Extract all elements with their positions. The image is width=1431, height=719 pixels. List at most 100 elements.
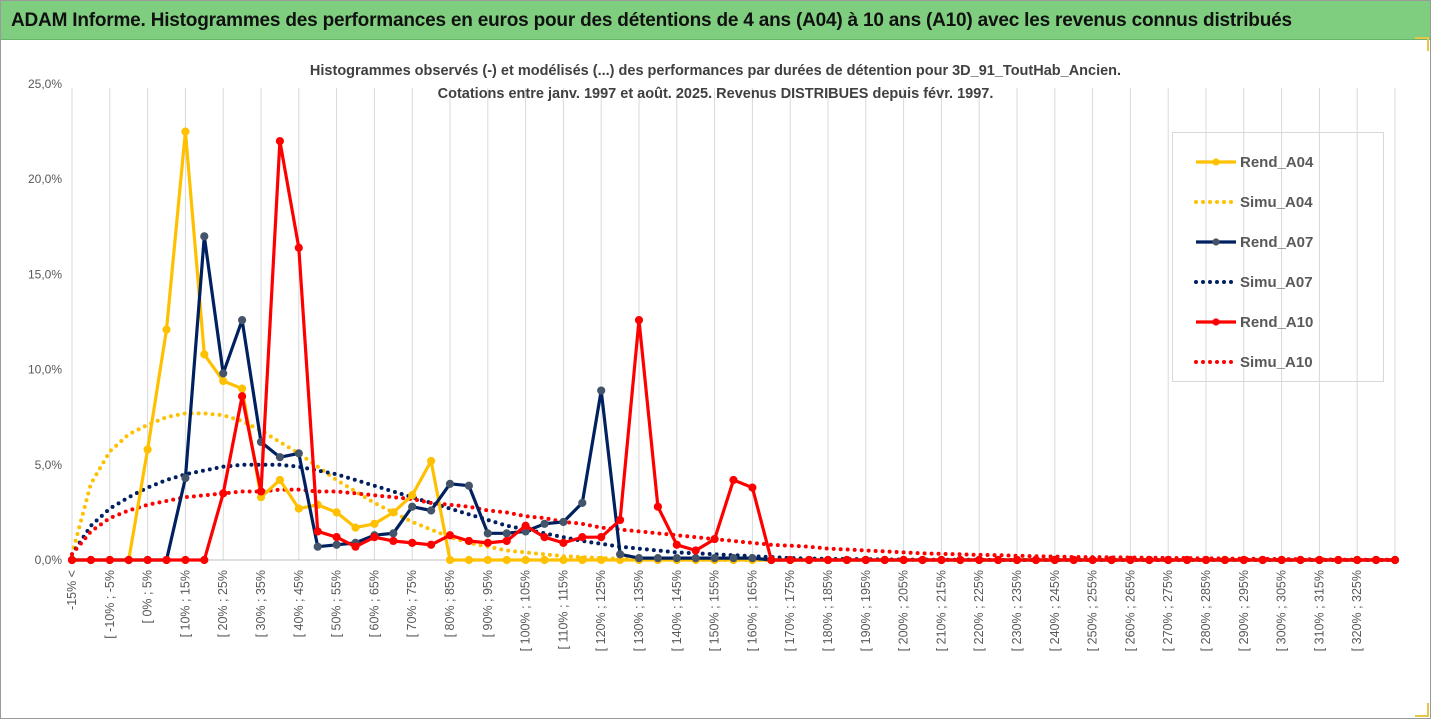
x-tick-label: [ 170% ; 175% [783,570,797,651]
data-point [502,536,511,546]
x-tick-label: -15% < [65,570,79,610]
data-point [710,553,719,563]
data-point [502,529,511,538]
data-point [691,546,700,555]
data-point [937,555,946,565]
data-point [219,369,228,378]
x-tick-label: [ 60% ; 65% [367,570,381,637]
x-tick-label: [ 200% ; 205% [897,570,911,651]
x-tick-label: [ 40% ; 45% [292,570,306,637]
frame-corner-mark [1415,703,1429,717]
x-tick-label: [ 310% ; 315% [1312,570,1326,651]
data-point [578,533,587,542]
data-point [634,315,644,325]
data-point [483,529,492,538]
x-tick-label: [ 100% ; 105% [519,570,533,651]
data-point [540,519,549,528]
data-point [294,449,303,458]
data-point [1183,555,1192,565]
legend-label: Simu_A07 [1240,274,1313,291]
data-point [427,506,436,515]
x-tick-label: [ 230% ; 235% [1010,570,1024,651]
data-point [918,555,927,565]
data-point [767,555,776,565]
x-tick-label: [ 270% ; 275% [1161,570,1175,651]
data-point [691,553,700,563]
data-point [653,502,663,511]
data-point [445,555,455,565]
report-title: ADAM Informe. Histogrammes des performan… [11,10,1292,31]
data-point [1012,555,1022,565]
legend-entries: Rend_A04 Simu_A04 Rend_A07 Simu_A07 Rend_A10… [1194,154,1314,371]
data-point [1315,555,1324,565]
series-Simu_A07 [70,462,1397,562]
x-tick-label: [ 120% ; 125% [594,570,608,651]
data-point [729,553,738,563]
data-point [351,523,360,532]
data-point [899,555,908,565]
data-point [1296,555,1305,565]
data-point [67,555,77,565]
data-point [219,376,228,386]
data-point [1164,555,1173,565]
data-point [956,555,965,565]
data-point [256,487,266,496]
series-line [72,234,1395,562]
data-point [427,540,436,549]
x-tick-label: [ 320% ; 325% [1350,570,1364,651]
chart-title: Histogrammes observés (-) et modélisés (… [0,60,1431,106]
x-tick-label: [ 240% ; 245% [1048,570,1062,651]
data-point [181,127,190,136]
data-point [521,521,530,530]
x-tick-label: [ 70% ; 75% [405,570,419,637]
data-point [427,456,436,466]
data-point [578,498,587,507]
data-point [389,508,398,517]
data-point [502,555,511,565]
legend [1172,132,1384,382]
data-point [200,555,209,565]
y-tick-label: 15,0% [28,267,62,281]
data-point [464,481,473,490]
legend-label: Rend_A07 [1240,234,1313,251]
x-tick-label: [ 190% ; 195% [859,570,873,651]
legend-label: Rend_A04 [1240,154,1314,171]
data-point [597,533,606,542]
x-tick-label: [ 10% ; 15% [178,570,192,637]
data-point [313,527,322,536]
legend-label: Simu_A10 [1240,354,1313,371]
x-tick-label: [ 90% ; 95% [481,570,495,637]
data-point [332,533,341,542]
data-point [634,553,644,563]
data-point [521,555,530,565]
data-point [597,555,606,565]
x-tick-label: [ 80% ; 85% [443,570,457,637]
legend-marker [1212,158,1220,166]
data-point [200,232,209,241]
data-point [294,504,303,513]
data-point [672,540,681,549]
data-point [124,555,133,565]
data-point [370,533,379,542]
y-tick-label: 25,0% [28,77,62,91]
data-point [143,445,152,454]
series-Simu_A10 [70,487,1397,562]
data-point [861,555,870,565]
data-point [105,555,114,565]
y-tick-label: 20,0% [28,172,62,186]
data-point [559,555,568,565]
data-point [1258,555,1267,565]
data-point [181,555,190,565]
data-point [1069,555,1078,565]
data-point [483,555,492,565]
data-point [1277,555,1286,565]
data-point [275,453,284,462]
x-tick-label: [ 30% ; 35% [254,570,268,637]
y-tick-label: 10,0% [28,363,62,377]
series-line [70,462,1397,562]
data-point [200,350,209,359]
legend-marker [1212,238,1220,246]
chart-title-line-1: Histogrammes observés (-) et modélisés (… [309,63,1122,79]
x-tick-label: [ 50% ; 55% [330,570,344,637]
